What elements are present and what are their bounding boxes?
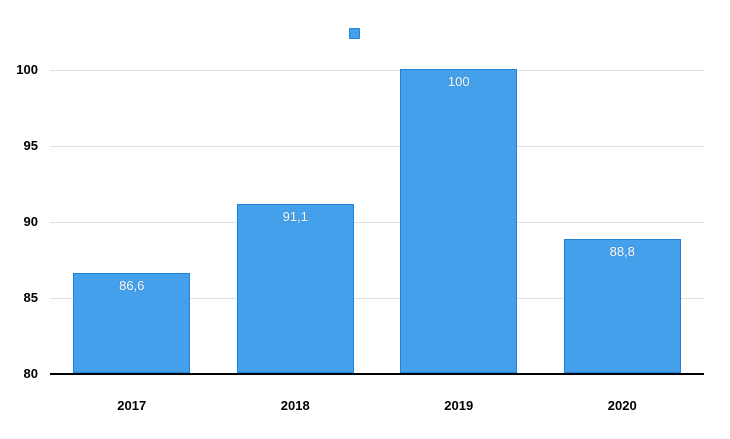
bar-2019: 100: [400, 69, 518, 373]
x-tick-label-2018: 2018: [280, 398, 310, 413]
x-tick-label-2019: 2019: [444, 398, 474, 413]
bar-value-label-2017: 86,6: [119, 277, 145, 293]
y-tick-label-90: 90: [23, 214, 38, 229]
y-tick-label-80: 80: [23, 366, 38, 381]
y-tick-label-95: 95: [23, 138, 38, 153]
bar-value-label-2019: 100: [447, 74, 470, 89]
y-tick-label-85: 85: [23, 290, 38, 305]
x-tick-label-2017: 2017: [117, 398, 147, 413]
bar-2017: 86,6: [73, 272, 191, 373]
gridline-y-85: [50, 297, 704, 299]
legend-marker-square-icon: [349, 28, 360, 39]
x-axis-line: [50, 373, 704, 375]
bar-2018: 91,1: [236, 204, 354, 373]
gridline-y-100: [50, 69, 704, 71]
gridline-y-95: [50, 145, 704, 147]
gridline-y-90: [50, 221, 704, 223]
bar-2020: 88,8: [563, 239, 681, 373]
chart-legend: [349, 28, 360, 39]
x-tick-label-2020: 2020: [607, 398, 637, 413]
bar-value-label-2020: 88,8: [609, 244, 635, 260]
bar-value-label-2018: 91,1: [282, 209, 308, 225]
y-tick-label-100: 100: [16, 62, 38, 77]
